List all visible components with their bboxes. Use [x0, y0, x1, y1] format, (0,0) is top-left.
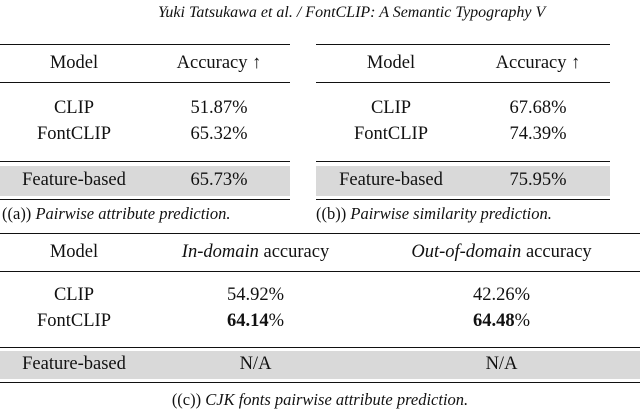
- table-a-value-cell: 51.87%: [190, 98, 248, 118]
- table-b-model-cell: CLIP: [370, 98, 412, 118]
- table-c-in-cell: 64.14%: [148, 309, 363, 335]
- table-c-out-cell: 64.48%: [363, 309, 640, 335]
- table-c-caption: ((c)) CJK fonts pairwise attribute predi…: [0, 390, 640, 410]
- table-a-value-cell: 65.32%: [190, 124, 248, 144]
- table-a-model-cell: FontCLIP: [36, 124, 112, 144]
- table-a-header-row: Model Accuracy ↑: [0, 44, 290, 83]
- table-a-col-accuracy: Accuracy ↑: [148, 44, 290, 83]
- table-c-model-cell: FontCLIP: [36, 311, 112, 331]
- table-c-col-in-italic: In-domain: [181, 242, 259, 262]
- table-c-model-cell: Feature-based: [0, 350, 148, 379]
- table-b-col-accuracy: Accuracy ↑: [466, 44, 610, 83]
- table-c-header-row: Model In-domain accuracy Out-of-domain a…: [0, 233, 640, 272]
- table-a-caption-label: ((a)): [2, 204, 32, 223]
- table-b-value-cell: 75.95%: [466, 165, 610, 196]
- table-c-out-cell: N/A: [363, 350, 640, 379]
- table-b-caption-text: Pairwise similarity prediction.: [350, 204, 552, 223]
- table-b-caption: ((b)) Pairwise similarity prediction.: [316, 204, 552, 224]
- table-row: CLIP 51.87%: [0, 96, 290, 122]
- table-c-shaded-row: Feature-based N/A N/A: [0, 350, 640, 379]
- table-a-caption-text: Pairwise attribute prediction.: [35, 204, 231, 223]
- table-b-value-cell: 67.68%: [509, 98, 567, 118]
- table-row: FontCLIP 65.32%: [0, 122, 290, 148]
- table-a: Model Accuracy ↑ CLIP 51.87% FontCLIP 65…: [0, 44, 290, 200]
- table-c-col-out-italic: Out-of-domain: [411, 242, 522, 262]
- table-row: FontCLIP 64.14% 64.48%: [0, 309, 640, 335]
- table-c: Model In-domain accuracy Out-of-domain a…: [0, 233, 640, 383]
- table-c-in-rest: 54.92%: [226, 285, 285, 305]
- table-b-header-row: Model Accuracy ↑: [316, 44, 610, 83]
- table-b-caption-label: ((b)): [316, 204, 347, 223]
- table-c-caption-text: CJK fonts pairwise attribute prediction.: [205, 390, 469, 409]
- table-row: CLIP 54.92% 42.26%: [0, 283, 640, 309]
- table-a-caption: ((a)) Pairwise attribute prediction.: [2, 204, 231, 224]
- table-b-value-cell: 74.39%: [509, 124, 567, 144]
- running-header: Yuki Tatsukawa et al. / FontCLIP: A Sema…: [158, 4, 546, 21]
- table-b-model-cell: Feature-based: [316, 165, 466, 196]
- table-c-col-in-rest: accuracy: [258, 242, 330, 262]
- table-a-value-cell: 65.73%: [148, 165, 290, 196]
- table-a-model-cell: Feature-based: [0, 165, 148, 196]
- table-c-out-rest: 42.26%: [472, 285, 531, 305]
- table-c-in-bold: 64.14: [226, 311, 269, 331]
- table-c-model-cell: CLIP: [53, 285, 95, 305]
- table-c-in-rest: %: [268, 311, 285, 331]
- table-a-model-cell: CLIP: [53, 98, 95, 118]
- table-b-col-model: Model: [316, 44, 466, 83]
- table-c-col-model: Model: [0, 233, 148, 272]
- table-c-out-rest: %: [514, 311, 531, 331]
- table-row: CLIP 67.68%: [316, 96, 610, 122]
- table-a-col-model: Model: [0, 44, 148, 83]
- table-b: Model Accuracy ↑ CLIP 67.68% FontCLIP 74…: [316, 44, 610, 200]
- table-c-caption-label: ((c)): [171, 390, 202, 409]
- table-a-shaded-row: Feature-based 65.73%: [0, 165, 290, 196]
- table-row: FontCLIP 74.39%: [316, 122, 610, 148]
- table-c-in-cell: N/A: [148, 350, 363, 379]
- table-c-in-cell: 54.92%: [148, 283, 363, 309]
- table-c-out-cell: 42.26%: [363, 283, 640, 309]
- table-b-shaded-row: Feature-based 75.95%: [316, 165, 610, 196]
- table-c-out-bold: 64.48: [472, 311, 515, 331]
- table-b-model-cell: FontCLIP: [353, 124, 429, 144]
- table-c-col-out-domain: Out-of-domain accuracy: [363, 233, 640, 272]
- table-c-col-in-domain: In-domain accuracy: [148, 233, 363, 272]
- table-c-col-out-rest: accuracy: [521, 242, 592, 262]
